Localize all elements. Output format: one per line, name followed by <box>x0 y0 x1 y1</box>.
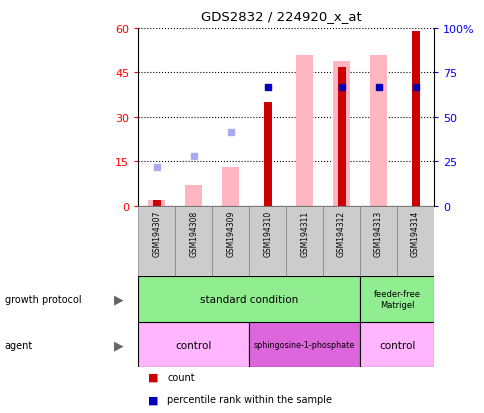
Bar <box>138 322 249 368</box>
Bar <box>138 277 359 322</box>
Text: percentile rank within the sample: percentile rank within the sample <box>167 394 332 404</box>
Text: ▶: ▶ <box>114 293 123 306</box>
Bar <box>359 277 433 322</box>
Text: count: count <box>167 372 195 382</box>
Bar <box>249 206 286 277</box>
Bar <box>337 67 345 206</box>
Text: GDS2832 / 224920_x_at: GDS2832 / 224920_x_at <box>200 10 361 23</box>
Bar <box>286 206 322 277</box>
Bar <box>359 206 396 277</box>
Bar <box>263 103 271 206</box>
Bar <box>410 32 419 206</box>
Text: control: control <box>378 340 414 350</box>
Bar <box>185 186 202 206</box>
Text: GSM194309: GSM194309 <box>226 210 235 256</box>
Bar <box>148 201 165 206</box>
Bar <box>369 55 386 206</box>
Bar <box>175 206 212 277</box>
Bar <box>333 62 349 206</box>
Bar <box>152 201 161 206</box>
Text: control: control <box>175 340 212 350</box>
Bar <box>359 322 433 368</box>
Bar <box>249 322 359 368</box>
Text: GSM194314: GSM194314 <box>410 210 419 256</box>
Bar <box>222 168 239 206</box>
Bar <box>396 206 433 277</box>
Text: GSM194307: GSM194307 <box>152 210 161 256</box>
Text: GSM194308: GSM194308 <box>189 210 198 256</box>
Bar <box>138 206 175 277</box>
Bar <box>212 206 249 277</box>
Text: ■: ■ <box>148 394 158 404</box>
Text: GSM194313: GSM194313 <box>373 210 382 256</box>
Text: GSM194311: GSM194311 <box>300 210 308 256</box>
Text: ▶: ▶ <box>114 338 123 351</box>
Text: agent: agent <box>5 340 33 350</box>
Text: standard condition: standard condition <box>199 294 298 304</box>
Text: ■: ■ <box>148 372 158 382</box>
Text: GSM194312: GSM194312 <box>336 210 346 256</box>
Text: sphingosine-1-phosphate: sphingosine-1-phosphate <box>254 340 355 349</box>
Text: growth protocol: growth protocol <box>5 294 81 304</box>
Text: feeder-free
Matrigel: feeder-free Matrigel <box>373 290 420 309</box>
Bar <box>322 206 359 277</box>
Text: GSM194310: GSM194310 <box>263 210 272 256</box>
Bar <box>296 55 312 206</box>
